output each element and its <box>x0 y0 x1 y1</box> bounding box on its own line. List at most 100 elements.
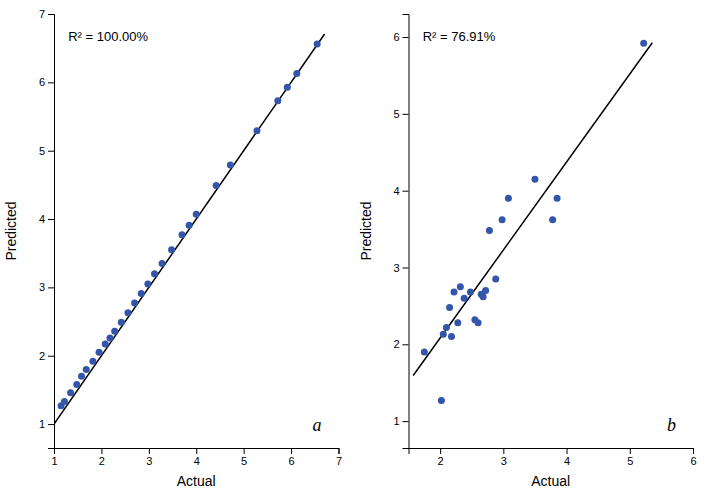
y-axis: 1 2 3 4 5 6 <box>393 15 409 449</box>
tick-label: 3 <box>393 262 399 274</box>
tick: 1 <box>39 418 54 430</box>
tick-label: 2 <box>99 455 105 467</box>
tick-label: 6 <box>289 455 295 467</box>
tick: 5 <box>393 108 408 120</box>
tick-label: 7 <box>336 455 342 467</box>
tick: 6 <box>393 31 408 43</box>
tick-label: 2 <box>438 455 444 467</box>
tick-mark <box>48 287 54 288</box>
tick: 6 <box>39 76 54 88</box>
tick-mark <box>403 267 409 268</box>
tick-mark <box>48 219 54 220</box>
point <box>480 293 487 300</box>
point <box>83 366 90 373</box>
tick: 5 <box>241 448 247 467</box>
tick: 1 <box>393 415 408 427</box>
point <box>102 341 109 348</box>
x-axis-title: Actual <box>177 473 216 489</box>
point <box>314 41 321 48</box>
point <box>451 289 458 296</box>
tick: 5 <box>39 145 54 157</box>
tick: 7 <box>336 448 342 467</box>
y-axis-title: Predicted <box>358 201 374 260</box>
point <box>144 280 151 287</box>
x-axis: 2 3 4 5 6 <box>409 448 697 467</box>
annotation: R² = 100.00% <box>68 29 148 44</box>
point <box>78 373 85 380</box>
regression-line <box>414 43 652 375</box>
point <box>421 348 428 355</box>
point <box>446 304 453 311</box>
point <box>106 334 113 341</box>
point <box>284 84 291 91</box>
point <box>213 182 220 189</box>
point <box>443 324 450 331</box>
tick-mark <box>48 151 54 152</box>
tick: 6 <box>690 448 696 467</box>
tick: 4 <box>393 185 408 197</box>
tick-label: 4 <box>194 455 200 467</box>
point <box>505 195 512 202</box>
tick-mark <box>440 448 441 454</box>
point <box>67 389 74 396</box>
tick-label: 6 <box>690 455 696 467</box>
point <box>253 127 260 134</box>
tick-mark <box>503 448 504 454</box>
tick-mark <box>403 344 409 345</box>
axis-line <box>48 15 55 449</box>
point <box>531 176 538 183</box>
tick: 3 <box>393 262 408 274</box>
tick-mark <box>48 14 54 15</box>
point <box>186 222 193 229</box>
tick-label: 5 <box>39 145 45 157</box>
tick: 1 <box>51 448 57 467</box>
point <box>440 331 447 338</box>
tick-label: 3 <box>39 281 45 293</box>
tick: 2 <box>393 338 408 350</box>
tick-mark <box>339 448 340 454</box>
tick-label: 1 <box>51 455 57 467</box>
point <box>168 246 175 253</box>
tick-label: 6 <box>39 76 45 88</box>
point <box>118 319 125 326</box>
tick: 5 <box>627 448 633 467</box>
axis-line <box>403 15 410 449</box>
tick: 3 <box>146 448 152 467</box>
tick: 4 <box>194 448 200 467</box>
tick-mark <box>101 448 102 454</box>
x-axis-title: Actual <box>531 473 570 489</box>
tick: 7 <box>39 8 54 20</box>
tick-mark <box>48 82 54 83</box>
tick: 3 <box>39 281 54 293</box>
tick: 2 <box>39 350 54 362</box>
tick-label: 3 <box>501 455 507 467</box>
annotation: R² = 76.91% <box>423 29 496 44</box>
tick-mark <box>403 37 409 38</box>
point <box>138 290 145 297</box>
point <box>467 289 474 296</box>
tick: 3 <box>501 448 507 467</box>
tick-label: 7 <box>39 8 45 20</box>
tick-label: 5 <box>627 455 633 467</box>
y-axis-title: Predicted <box>3 201 19 260</box>
point <box>227 162 234 169</box>
tick-label: 5 <box>393 108 399 120</box>
tick-label: 1 <box>39 418 45 430</box>
tick-mark <box>196 448 197 454</box>
tick-label: 4 <box>393 185 399 197</box>
point <box>293 70 300 77</box>
x-axis: 1 2 3 4 5 6 7 <box>51 448 342 467</box>
tick-label: 4 <box>39 213 45 225</box>
tick-label: 4 <box>564 455 570 467</box>
tick-mark <box>630 448 631 454</box>
point <box>461 295 468 302</box>
point <box>73 381 80 388</box>
point <box>274 97 281 104</box>
tick-mark <box>149 448 150 454</box>
tick: 4 <box>564 448 570 467</box>
point <box>554 195 561 202</box>
axis-line <box>55 449 340 455</box>
regression-line <box>54 35 324 425</box>
panel-label: b <box>667 415 676 435</box>
point <box>454 319 461 326</box>
